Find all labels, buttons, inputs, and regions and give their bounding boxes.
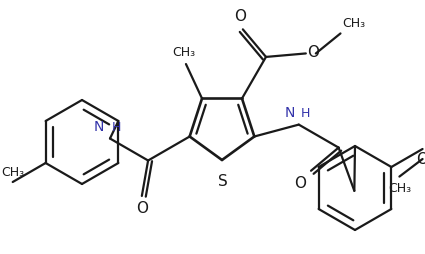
- Text: CH₃: CH₃: [1, 166, 24, 179]
- Text: O: O: [234, 9, 246, 24]
- Text: CH₃: CH₃: [173, 46, 196, 59]
- Text: O: O: [307, 45, 319, 60]
- Text: H: H: [112, 120, 122, 134]
- Text: N: N: [284, 106, 295, 120]
- Text: O: O: [416, 152, 425, 167]
- Text: S: S: [218, 174, 228, 189]
- Text: H: H: [301, 107, 310, 120]
- Text: N: N: [94, 119, 104, 134]
- Text: O: O: [294, 176, 306, 191]
- Text: CH₃: CH₃: [388, 182, 411, 195]
- Text: CH₃: CH₃: [343, 18, 366, 30]
- Text: O: O: [136, 201, 148, 216]
